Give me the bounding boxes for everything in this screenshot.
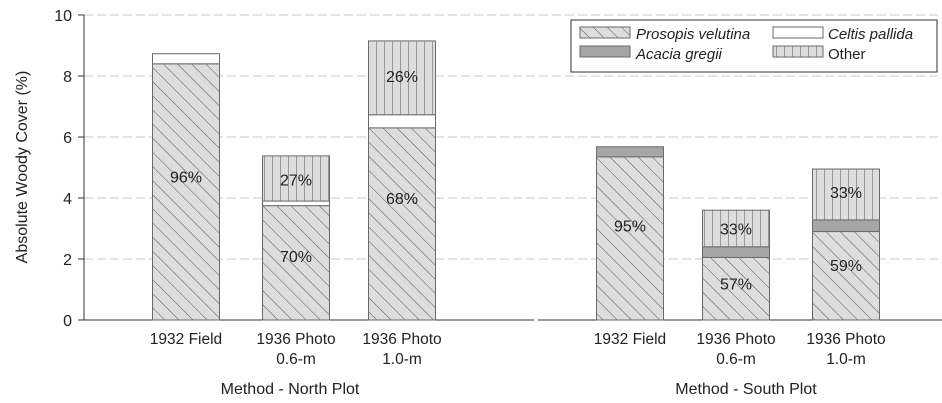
x-category-label: 1.0-m (826, 351, 866, 368)
bar-segment-acacia-gregii (812, 219, 880, 233)
data-label: 33% (830, 185, 862, 202)
x-category-label: 1932 Field (594, 331, 666, 348)
y-tick-label: 4 (63, 191, 72, 208)
y-tick-label: 2 (63, 252, 72, 269)
x-group-label: Method - South Plot (675, 381, 817, 398)
legend-label: Other (828, 46, 866, 63)
x-category-label: 0.6-m (276, 351, 316, 368)
legend-label: Acacia gregii (635, 46, 723, 63)
legend-label: Prosopis velutina (636, 26, 750, 43)
bar-segment-prosopis-velutina (262, 205, 330, 321)
x-category-label: 1.0-m (382, 351, 422, 368)
data-label: 33% (720, 222, 752, 239)
bar-segment-celtis-pallida (368, 114, 436, 129)
gridlines (84, 14, 942, 260)
x-category-label: 1936 Photo (696, 331, 775, 348)
bar-segment-prosopis-velutina (702, 256, 770, 321)
data-label: 95% (614, 218, 646, 235)
bar-segment-prosopis-velutina (368, 127, 436, 321)
data-label: 68% (386, 191, 418, 208)
x-group-label: Method - North Plot (221, 381, 360, 398)
y-tick-label: 6 (63, 130, 72, 147)
x-category-label: 0.6-m (716, 351, 756, 368)
bar-segment-other (812, 168, 880, 221)
legend-swatch-acacia-gregii (579, 45, 631, 58)
labels: 96% 1932 Field 70% 27% 1936 Photo 0.6-m 68% 26%… (150, 69, 886, 398)
data-label: 59% (830, 258, 862, 275)
y-tick-label: 10 (54, 8, 72, 25)
legend-swatch-other (772, 45, 824, 58)
bar-segment-other (702, 209, 770, 248)
y-tick-label: 8 (63, 69, 72, 86)
x-category-label: 1936 Photo (362, 331, 441, 348)
data-label: 27% (280, 173, 312, 190)
y-axis-title: Absolute Woody Cover (%) (14, 71, 31, 264)
bars (152, 40, 880, 321)
data-label: 96% (170, 170, 202, 187)
y-tick-label: 0 (63, 313, 72, 330)
x-category-label: 1936 Photo (806, 331, 885, 348)
bar-segment-other (368, 40, 436, 116)
bar-segment-celtis-pallida (262, 200, 330, 207)
legend-swatch-celtis-pallida (772, 26, 824, 39)
legend-swatch-prosopis-velutina (579, 26, 631, 39)
legend: Prosopis velutina Acacia gregii Celtis pal… (570, 19, 938, 73)
data-label: 26% (386, 69, 418, 86)
legend-label: Celtis pallida (828, 26, 913, 43)
bar-segment-acacia-gregii (702, 246, 770, 258)
bar-segment-prosopis-velutina (596, 156, 664, 321)
data-label: 70% (280, 249, 312, 266)
data-label: 57% (720, 276, 752, 293)
legend-box (570, 19, 938, 73)
bar-segment-prosopis-velutina (812, 231, 880, 321)
x-category-label: 1936 Photo (256, 331, 335, 348)
x-category-label: 1932 Field (150, 331, 222, 348)
bar-segment-acacia-gregii (596, 146, 664, 158)
bar-segment-other (262, 155, 330, 202)
bar-segment-celtis-pallida (152, 53, 220, 65)
bar-segment-prosopis-velutina (152, 63, 220, 321)
